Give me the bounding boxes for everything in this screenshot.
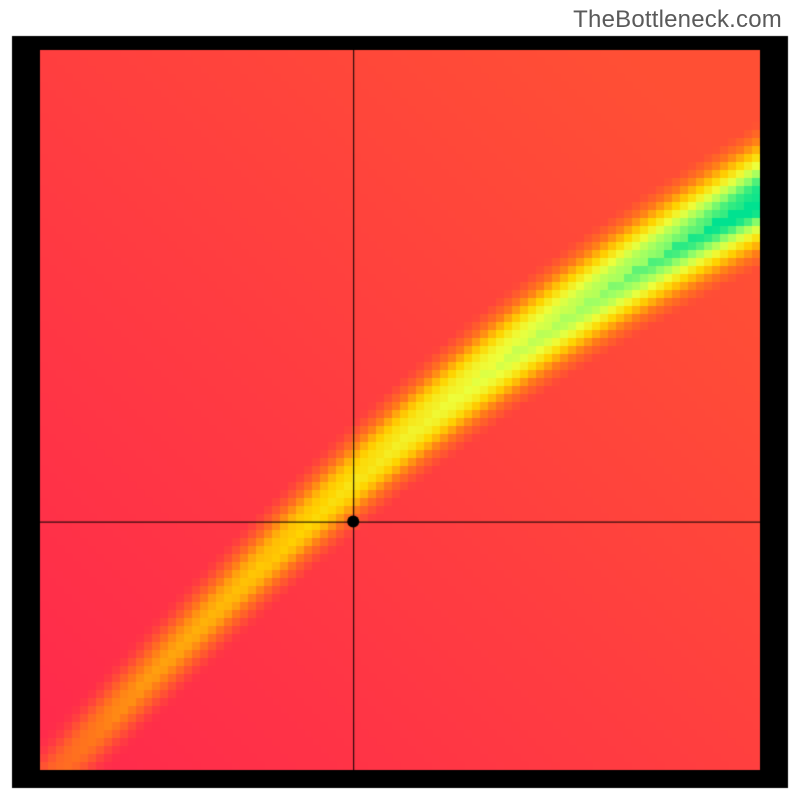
bottleneck-heatmap xyxy=(0,0,800,800)
watermark-label: TheBottleneck.com xyxy=(573,6,782,34)
chart-container: TheBottleneck.com xyxy=(0,0,800,800)
